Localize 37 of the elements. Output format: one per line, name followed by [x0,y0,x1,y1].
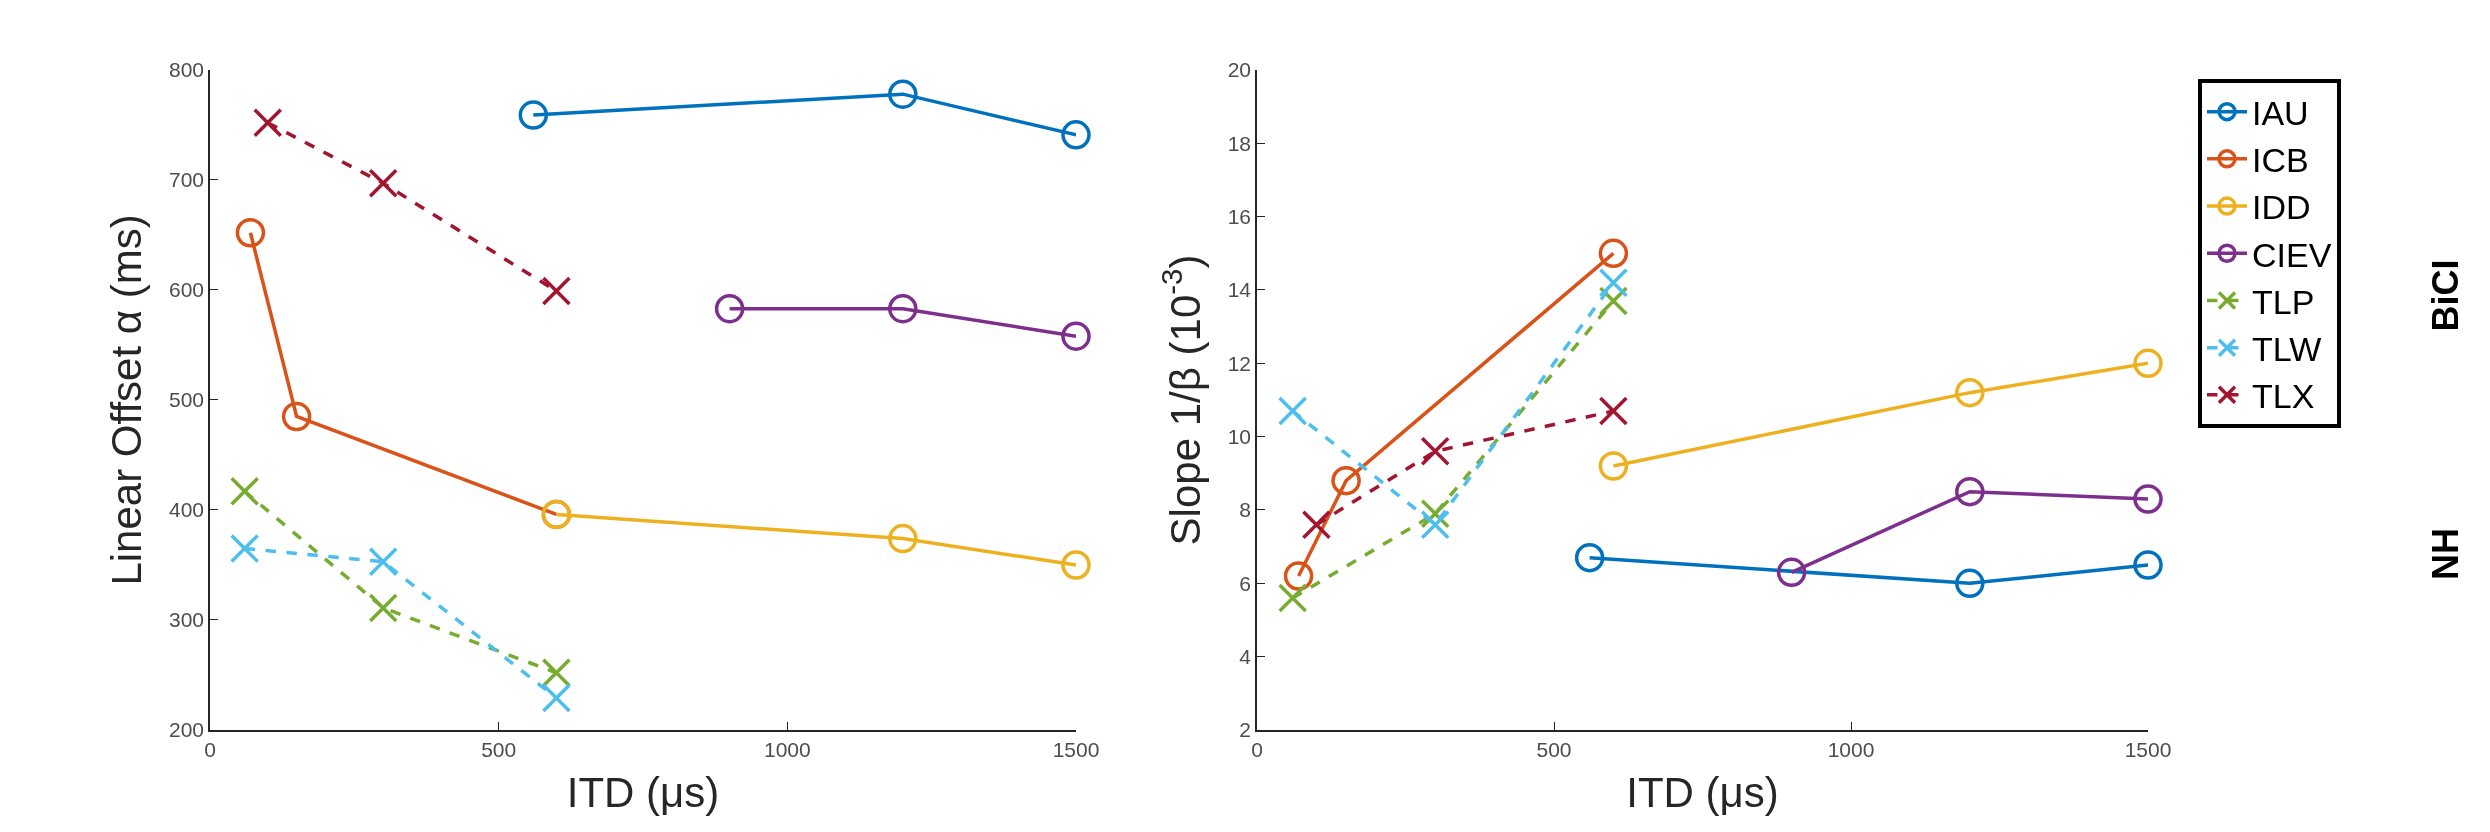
legend-label: ICB [2252,141,2309,180]
text: NH [2425,527,2467,580]
y-tick-label: 20 [1227,58,1252,82]
legend-label: CIEV [2252,235,2332,274]
legend-label: IAU [2252,93,2309,132]
x-tick-label: 500 [481,737,517,761]
y-tick-label: 2 [1239,718,1252,742]
x-tick-label: 1000 [763,737,811,761]
y-tick-label: 16 [1227,204,1252,228]
y-tick-label: 4 [1239,645,1252,669]
x-axis-title: ITD (μs) [1626,769,1779,817]
y-tick-label: 300 [169,608,205,632]
legend-label: TLX [2252,377,2315,416]
x-tick-label: 0 [204,737,216,761]
legend-label: TLW [2252,329,2322,368]
x-axis-title: ITD (μs) [566,769,720,817]
legend-label: TLP [2252,282,2315,321]
y-tick-label: 500 [169,388,205,412]
y-axis-title: Linear Offset α (ms) [103,214,151,586]
y-tick-label: 14 [1227,278,1252,302]
x-tick-label: 1500 [1052,737,1100,761]
y-tick-label: 600 [169,278,205,302]
legend-label: IDD [2252,188,2311,227]
y-tick-label: 10 [1227,425,1252,448]
x-tick-label: 1000 [1827,737,1875,761]
x-tick-label: 1500 [2124,737,2172,761]
x-tick-label: 500 [1536,737,1572,761]
text: BiCI [2424,259,2466,332]
y-tick-label: 700 [169,168,205,192]
y-tick-label: 800 [169,58,205,82]
x-tick-label: 0 [1251,737,1263,761]
y-tick-label: 6 [1239,571,1252,595]
y-tick-label: 200 [169,718,205,742]
y-tick-label: 18 [1227,131,1252,155]
y-tick-label: 12 [1227,351,1252,375]
y-tick-label: 400 [169,498,205,522]
y-tick-label: 8 [1239,498,1252,522]
